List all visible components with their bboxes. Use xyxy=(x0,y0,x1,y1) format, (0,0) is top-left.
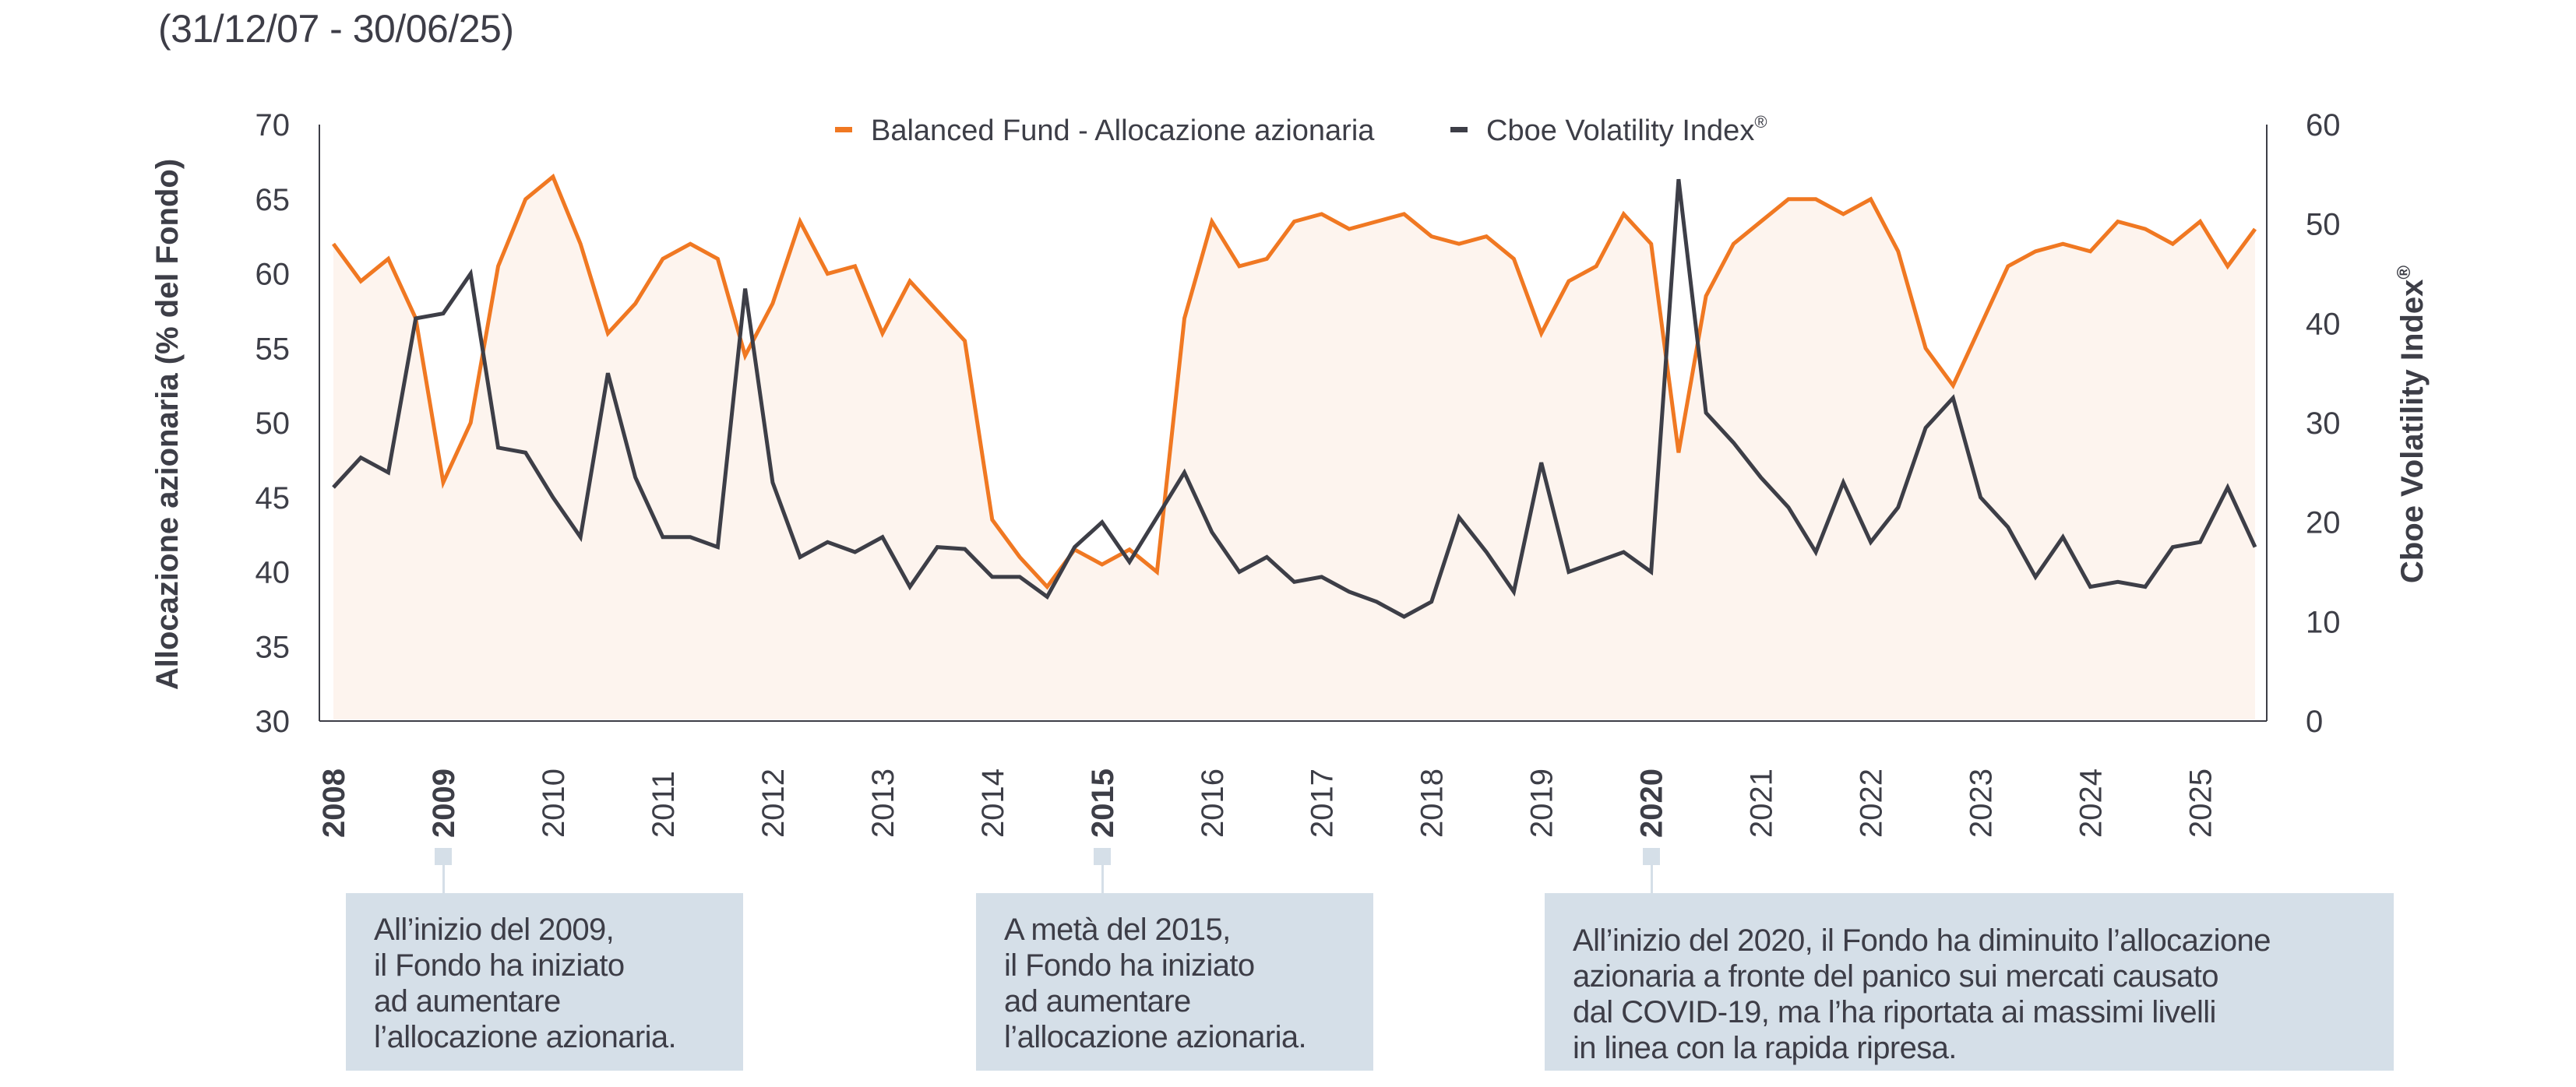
annotation-connector xyxy=(442,865,445,893)
x-tick-label: 2012 xyxy=(756,769,791,838)
annotation-connector xyxy=(1650,865,1653,893)
x-tick-label: 2008 xyxy=(317,769,351,838)
y-axis-right-title: Cboe Volatility Index® xyxy=(2394,266,2430,583)
annotation-marker xyxy=(1093,848,1111,865)
annotation-box-2020: All’inizio del 2020, il Fondo ha diminui… xyxy=(1545,893,2394,1071)
y-tick-left: 55 xyxy=(255,332,291,366)
y-tick-right: 30 xyxy=(2306,406,2341,441)
x-tick-label: 2014 xyxy=(976,769,1010,838)
y-tick-left: 30 xyxy=(255,705,291,739)
y-tick-left: 60 xyxy=(255,258,291,292)
annotation-box-2015: A metà del 2015, il Fondo ha iniziato ad… xyxy=(976,893,1373,1071)
y-tick-left: 50 xyxy=(255,406,291,441)
annotation-box-2009: All’inizio del 2009, il Fondo ha iniziat… xyxy=(346,893,743,1071)
y-tick-left: 70 xyxy=(255,108,291,142)
x-tick-label: 2022 xyxy=(1855,769,1889,838)
legend-swatch-vix xyxy=(1450,127,1468,132)
x-tick-label: 2021 xyxy=(1745,769,1779,838)
legend: Balanced Fund - Allocazione azionaria Cb… xyxy=(835,112,1767,147)
x-tick-label: 2009 xyxy=(427,769,461,838)
x-tick-label: 2010 xyxy=(537,769,571,838)
y-tick-right: 10 xyxy=(2306,605,2341,639)
x-tick-label: 2015 xyxy=(1086,769,1120,838)
area-layer xyxy=(333,177,2255,719)
y-tick-right: 60 xyxy=(2306,108,2341,142)
y-tick-left: 35 xyxy=(255,630,291,664)
y-axis-left-title: Allocazione azionaria (% del Fondo) xyxy=(150,159,185,690)
date-range-subtitle: (31/12/07 - 30/06/25) xyxy=(158,7,514,51)
x-tick-label: 2025 xyxy=(2184,769,2218,838)
labels-layer: 30 35 40 45 50 55 60 65 70 0 10 20 30 40 50 60 2008 2009 2… xyxy=(255,108,2341,838)
annotation-marker xyxy=(434,848,452,865)
annotation-marker xyxy=(1642,848,1660,865)
y-tick-right: 20 xyxy=(2306,506,2341,540)
legend-label-vix[interactable]: Cboe Volatility Index® xyxy=(1486,112,1767,147)
x-tick-label: 2016 xyxy=(1196,769,1230,838)
x-tick-label: 2020 xyxy=(1635,769,1669,838)
x-tick-label: 2011 xyxy=(647,771,681,838)
x-tick-label: 2017 xyxy=(1306,769,1340,838)
y-tick-right: 40 xyxy=(2306,307,2341,341)
annotation-connector xyxy=(1101,865,1104,893)
y-tick-right: 50 xyxy=(2306,208,2341,242)
x-tick-label: 2023 xyxy=(1965,769,1999,838)
legend-label-fund[interactable]: Balanced Fund - Allocazione azionaria xyxy=(871,114,1375,147)
axes-layer xyxy=(319,125,2268,722)
y-tick-right: 0 xyxy=(2306,705,2323,739)
x-tick-label: 2018 xyxy=(1415,769,1450,838)
x-tick-label: 2013 xyxy=(866,769,900,838)
lines-layer xyxy=(331,173,2257,619)
x-tick-label: 2024 xyxy=(2074,769,2109,838)
y-tick-left: 40 xyxy=(255,556,291,590)
legend-swatch-fund xyxy=(835,127,852,132)
fund-area xyxy=(333,177,2255,719)
y-tick-left: 45 xyxy=(255,481,291,515)
y-tick-left: 65 xyxy=(255,183,291,217)
x-tick-label: 2019 xyxy=(1525,769,1559,838)
